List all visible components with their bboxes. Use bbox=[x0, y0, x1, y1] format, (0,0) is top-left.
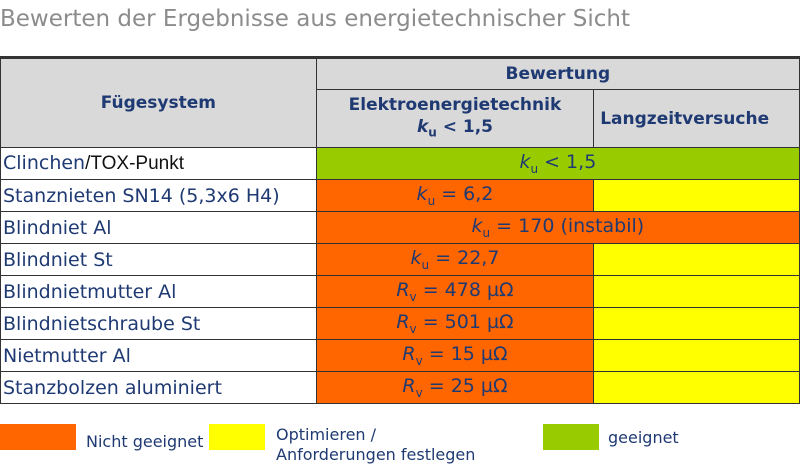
row-name: Clinchen/TOX-Punkt bbox=[0, 147, 317, 180]
table-row: Blindnietmutter Al Rv = 478 µΩ bbox=[0, 275, 800, 308]
legend-swatch-geeignet bbox=[543, 424, 599, 450]
row-langzeit-cell bbox=[593, 179, 800, 212]
header-bewertung: Bewertung bbox=[315, 58, 800, 90]
row-langzeit-cell bbox=[593, 275, 800, 308]
row-value: ku = 6,2 bbox=[315, 179, 595, 212]
row-name: Blindnietmutter Al bbox=[0, 275, 317, 308]
table-row: Nietmutter Al Rv = 15 µΩ bbox=[0, 339, 800, 372]
row-value: Rv = 501 µΩ bbox=[315, 307, 595, 340]
legend-label-geeignet: geeignet bbox=[608, 428, 679, 447]
row-value: Rv = 15 µΩ bbox=[315, 339, 595, 372]
table-row: Clinchen/TOX-Punkt ku < 1,5 bbox=[0, 147, 800, 180]
row-name: Stanznieten SN14 (5,3x6 H4) bbox=[0, 179, 317, 212]
header-elektro-criterion: ku < 1,5 bbox=[416, 116, 493, 140]
header-fuegesystem: Fügesystem bbox=[0, 58, 317, 148]
table-row: Stanznieten SN14 (5,3x6 H4) ku = 6,2 bbox=[0, 179, 800, 212]
legend-swatch-optimieren bbox=[209, 424, 265, 450]
row-langzeit-cell bbox=[593, 243, 800, 276]
header-elektroenergietechnik: Elektroenergietechnik ku < 1,5 bbox=[315, 89, 595, 148]
row-value: Rv = 478 µΩ bbox=[315, 275, 595, 308]
row-value: ku = 22,7 bbox=[315, 243, 595, 276]
title-divider bbox=[0, 56, 800, 58]
legend-label-nicht-geeignet: Nicht geeignet bbox=[86, 432, 204, 451]
table-row: Stanzbolzen aluminiert Rv = 25 µΩ bbox=[0, 371, 800, 404]
row-langzeit-cell bbox=[593, 339, 800, 372]
row-name: Blindniet Al bbox=[0, 211, 317, 244]
table-row: Blindniet St ku = 22,7 bbox=[0, 243, 800, 276]
row-name: Nietmutter Al bbox=[0, 339, 317, 372]
row-value: ku < 1,5 bbox=[315, 147, 800, 180]
legend-label-optimieren: Optimieren / Anforderungen festlegen bbox=[276, 425, 476, 464]
header-elektro-label: Elektroenergietechnik bbox=[348, 94, 562, 115]
evaluation-table: Fügesystem Bewertung Elektroenergietechn… bbox=[0, 58, 800, 404]
table-row: Blindniet Al ku = 170 (instabil) bbox=[0, 211, 800, 244]
page-title: Bewerten der Ergebnisse aus energietechn… bbox=[0, 6, 630, 32]
row-value: Rv = 25 µΩ bbox=[315, 371, 595, 404]
header-langzeitversuche: Langzeitversuche bbox=[593, 89, 800, 148]
row-langzeit-cell bbox=[593, 307, 800, 340]
row-value: ku = 170 (instabil) bbox=[315, 211, 800, 244]
row-langzeit-cell bbox=[593, 371, 800, 404]
legend-swatch-nicht-geeignet bbox=[0, 424, 76, 450]
row-name: Stanzbolzen aluminiert bbox=[0, 371, 317, 404]
row-name: Blindnietschraube St bbox=[0, 307, 317, 340]
row-name: Blindniet St bbox=[0, 243, 317, 276]
table-row: Blindnietschraube St Rv = 501 µΩ bbox=[0, 307, 800, 340]
